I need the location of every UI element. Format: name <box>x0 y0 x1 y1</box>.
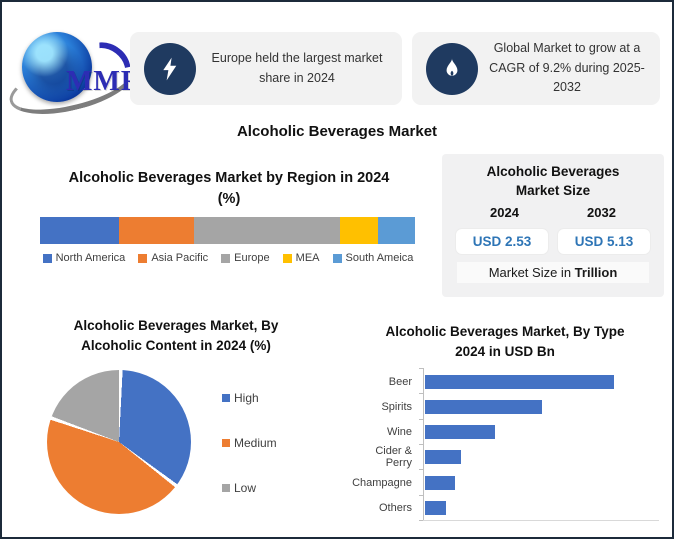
bar-row-champagne: Champagne <box>347 470 665 495</box>
type-title-line1: Alcoholic Beverages Market, By Type <box>385 324 625 339</box>
axis-tick <box>419 469 423 471</box>
bar-rect <box>425 450 461 465</box>
globe-icon <box>22 32 92 102</box>
alcoholic-content-pie <box>47 370 191 514</box>
bar-category-label: Others <box>378 502 412 514</box>
legend-marker-icon <box>42 253 52 263</box>
bar-rect <box>425 425 495 440</box>
axis-tick <box>419 418 423 420</box>
bar-category-label: Beer <box>388 375 412 388</box>
legend-label: South Ameica <box>345 252 414 264</box>
year-2032-label: 2032 <box>587 204 616 220</box>
legend-label: Europe <box>234 252 270 264</box>
market-size-title-line1: Alcoholic Beverages <box>486 164 620 179</box>
legend-marker-icon <box>222 484 230 492</box>
legend-item: High <box>222 391 277 405</box>
legend-label: North America <box>55 252 126 264</box>
legend-marker-icon <box>138 253 148 263</box>
legend-item: South Ameica <box>332 252 414 264</box>
pie-title-line2: Alcoholic Content in 2024 (%) <box>81 338 271 354</box>
callout-europe-share: Europe held the largest market share in … <box>130 32 402 105</box>
legend-item: North America <box>42 252 126 264</box>
market-size-title: Alcoholic Beverages Market Size <box>442 163 664 201</box>
market-size-values: USD 2.53 USD 5.13 <box>442 220 664 254</box>
legend-marker-icon <box>221 253 231 263</box>
bar-row-spirits: Spirits <box>347 394 665 419</box>
axis-tick <box>419 393 423 395</box>
bar-rect <box>425 501 446 515</box>
bar-category-label: Champagne <box>352 476 412 489</box>
region-segment-mea <box>340 217 378 244</box>
bar-chart-axis <box>423 368 424 520</box>
bar-row-beer: Beer <box>347 369 665 394</box>
market-size-years: 2024 2032 <box>442 201 664 220</box>
market-size-panel: Alcoholic Beverages Market Size 2024 203… <box>442 154 664 297</box>
bar-chart-baseline <box>423 520 659 521</box>
region-chart-title-line2: (%) <box>217 191 241 208</box>
region-segment-asia-pacific <box>118 217 194 244</box>
logo-text: MMR <box>66 66 143 97</box>
footer-prefix: Market Size in <box>488 264 575 280</box>
region-segment-europe <box>193 217 340 244</box>
type-bar-chart: Beer Spirits Wine Cider & Perry Champagne Oth… <box>347 368 665 526</box>
bar-rect <box>425 475 456 490</box>
page-title: Alcoholic Beverages Market <box>236 123 438 140</box>
type-title-line2: 2024 in USD Bn <box>455 344 555 360</box>
value-2024: USD 2.53 <box>456 228 548 254</box>
bar-category-label: Wine <box>386 426 412 439</box>
bar-rect <box>425 374 614 389</box>
region-legend: North America Asia Pacific Europe MEA South … <box>32 252 424 264</box>
lightning-icon <box>144 42 196 95</box>
legend-marker-icon <box>282 253 292 263</box>
legend-marker-icon <box>222 394 230 402</box>
flame-icon <box>426 42 478 95</box>
legend-marker-icon <box>222 439 230 447</box>
value-2032: USD 5.13 <box>558 228 650 254</box>
region-chart-title-line1: Alcoholic Beverages Market by Region in … <box>68 170 390 186</box>
pie-legend: High Medium Low <box>222 391 277 495</box>
bar-row-others: Others <box>347 496 665 521</box>
legend-label: MEA <box>295 252 320 264</box>
callout-text: Europe held the largest market share in … <box>211 51 383 85</box>
bar-row-wine: Wine <box>347 420 665 445</box>
callout-text: Global Market to grow at a CAGR of 9.2% … <box>489 41 645 95</box>
axis-tick <box>419 368 423 369</box>
region-segment-north-america <box>40 217 119 244</box>
region-chart-title: Alcoholic Beverages Market by Region in … <box>30 168 428 210</box>
legend-item: Europe <box>221 252 270 264</box>
market-size-footer: Market Size in Trillion <box>457 261 649 283</box>
legend-item: Low <box>222 481 277 495</box>
footer-unit: Trillion <box>574 264 618 280</box>
legend-label: High <box>234 391 259 405</box>
bar-row-cider-perry: Cider & Perry <box>347 445 665 470</box>
region-stacked-bar <box>40 217 415 244</box>
legend-item: Medium <box>222 436 277 450</box>
bar-rect <box>425 399 543 414</box>
pie-title-line1: Alcoholic Beverages Market, By <box>73 318 279 333</box>
pie-chart-title: Alcoholic Beverages Market, By Alcoholic… <box>30 316 322 357</box>
region-segment-south-ameica <box>377 217 415 244</box>
legend-item: MEA <box>282 252 320 264</box>
mmr-logo: MMR <box>4 26 143 125</box>
bar-category-label: Cider & Perry <box>375 445 412 470</box>
legend-marker-icon <box>332 253 342 263</box>
legend-item: Asia Pacific <box>138 252 208 264</box>
axis-tick <box>419 443 423 445</box>
legend-label: Low <box>234 481 257 495</box>
axis-tick <box>419 519 423 521</box>
market-size-title-line2: Market Size <box>515 182 591 198</box>
legend-label: Asia Pacific <box>151 252 209 264</box>
callout-cagr: Global Market to grow at a CAGR of 9.2% … <box>412 32 660 105</box>
bar-category-label: Spirits <box>381 400 412 413</box>
type-chart-title: Alcoholic Beverages Market, By Type 2024… <box>347 322 663 363</box>
axis-tick <box>419 494 423 496</box>
year-2024-label: 2024 <box>490 204 519 220</box>
legend-label: Medium <box>234 436 277 450</box>
